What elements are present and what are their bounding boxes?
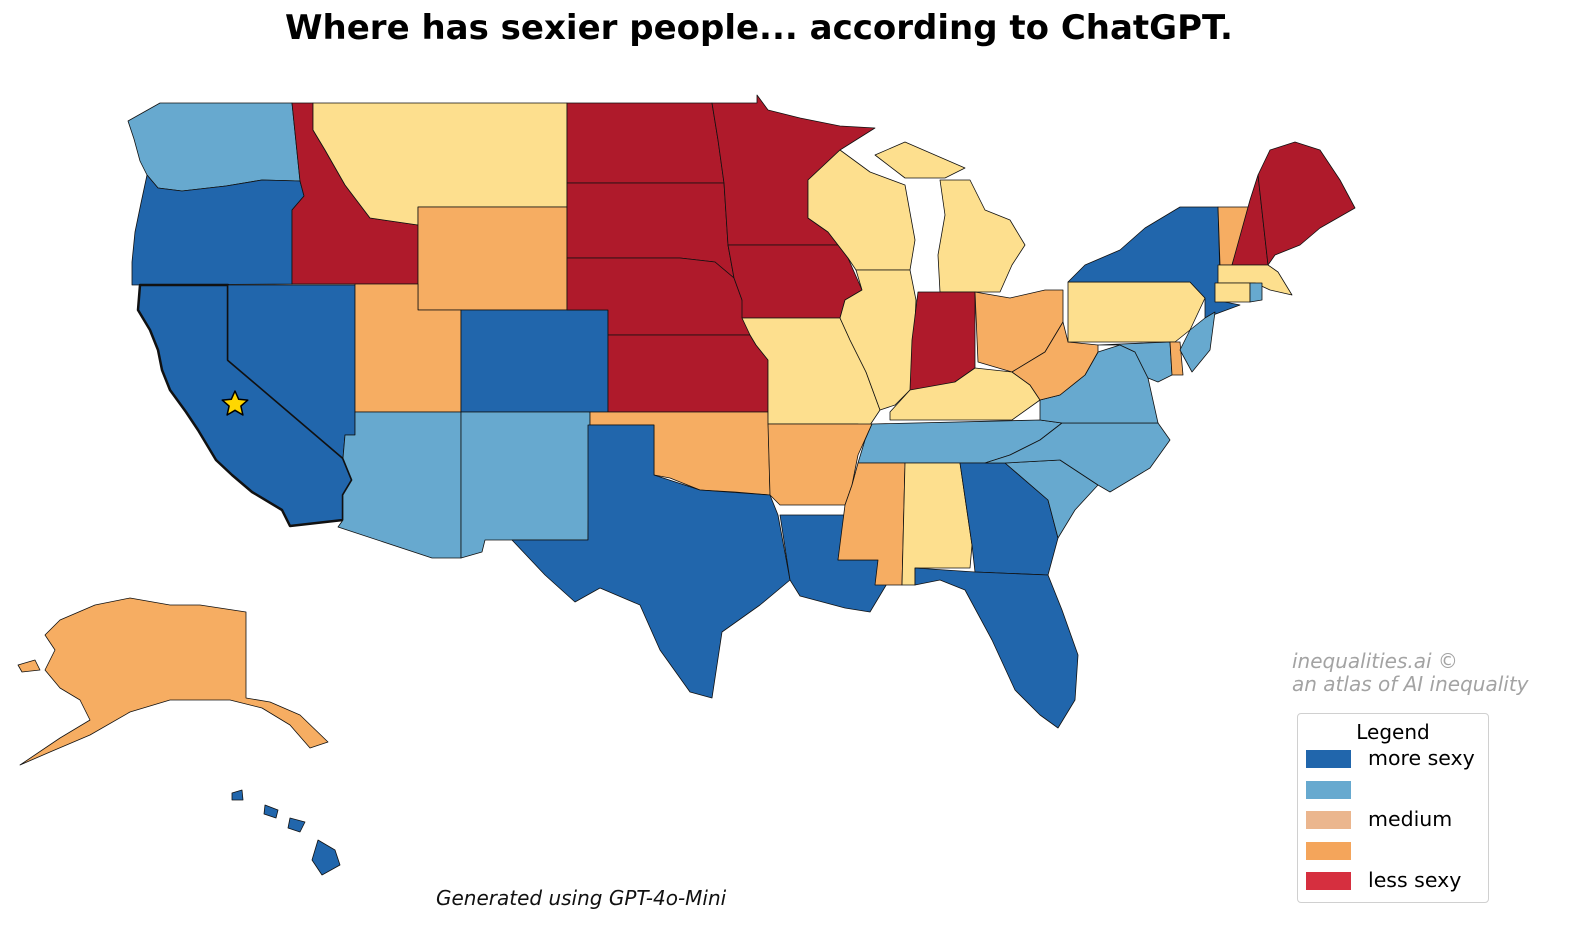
- state-fl[interactable]: [914, 567, 1079, 729]
- state-co[interactable]: [460, 309, 609, 413]
- state-nd[interactable]: [566, 102, 725, 184]
- state-hi[interactable]: [231, 789, 341, 876]
- legend-label: less sexy: [1368, 868, 1462, 892]
- legend-title: Legend: [1356, 720, 1430, 744]
- state-ia[interactable]: [727, 244, 863, 319]
- state-de[interactable]: [1169, 341, 1184, 376]
- legend-item: more sexy: [1298, 744, 1488, 775]
- legend-swatch: [1306, 872, 1351, 890]
- state-il[interactable]: [839, 269, 917, 411]
- state-mi[interactable]: [874, 141, 1026, 293]
- state-ri[interactable]: [1249, 282, 1263, 303]
- legend-item: medium: [1298, 805, 1488, 836]
- credit-watermark: inequalities.ai © an atlas of AI inequal…: [1292, 650, 1529, 696]
- state-pa[interactable]: [1067, 281, 1206, 343]
- highlight-star-icon: [221, 390, 249, 416]
- state-nj[interactable]: [1179, 311, 1216, 373]
- legend-item: [1298, 775, 1488, 806]
- state-or[interactable]: [131, 174, 305, 286]
- state-ct[interactable]: [1214, 282, 1251, 303]
- state-wv[interactable]: [1011, 321, 1099, 401]
- credit-line-1: inequalities.ai ©: [1292, 649, 1458, 673]
- map-title: Where has sexier people... according to …: [285, 8, 1233, 48]
- legend-swatch: [1306, 780, 1351, 799]
- legend-label: medium: [1368, 807, 1453, 831]
- state-tx[interactable]: [511, 424, 791, 699]
- legend-label: more sexy: [1368, 746, 1475, 770]
- state-ak[interactable]: [17, 597, 329, 766]
- map-legend: Legend more sexy medium less sexy: [1297, 713, 1489, 903]
- legend-item: [1298, 836, 1488, 867]
- state-wa[interactable]: [127, 102, 301, 192]
- credit-line-2: an atlas of AI inequality: [1292, 672, 1529, 696]
- legend-swatch: [1306, 841, 1351, 860]
- state-nc[interactable]: [984, 422, 1171, 493]
- state-nm[interactable]: [460, 411, 591, 559]
- footer-note: Generated using GPT-4o-Mini: [436, 886, 727, 910]
- legend-swatch: [1306, 750, 1351, 768]
- state-az[interactable]: [337, 411, 462, 559]
- state-ks[interactable]: [607, 334, 769, 413]
- state-me[interactable]: [1257, 141, 1356, 266]
- state-al[interactable]: [901, 462, 973, 586]
- state-wy[interactable]: [417, 206, 568, 311]
- legend-swatch: [1306, 811, 1351, 829]
- legend-item: less sexy: [1298, 866, 1488, 897]
